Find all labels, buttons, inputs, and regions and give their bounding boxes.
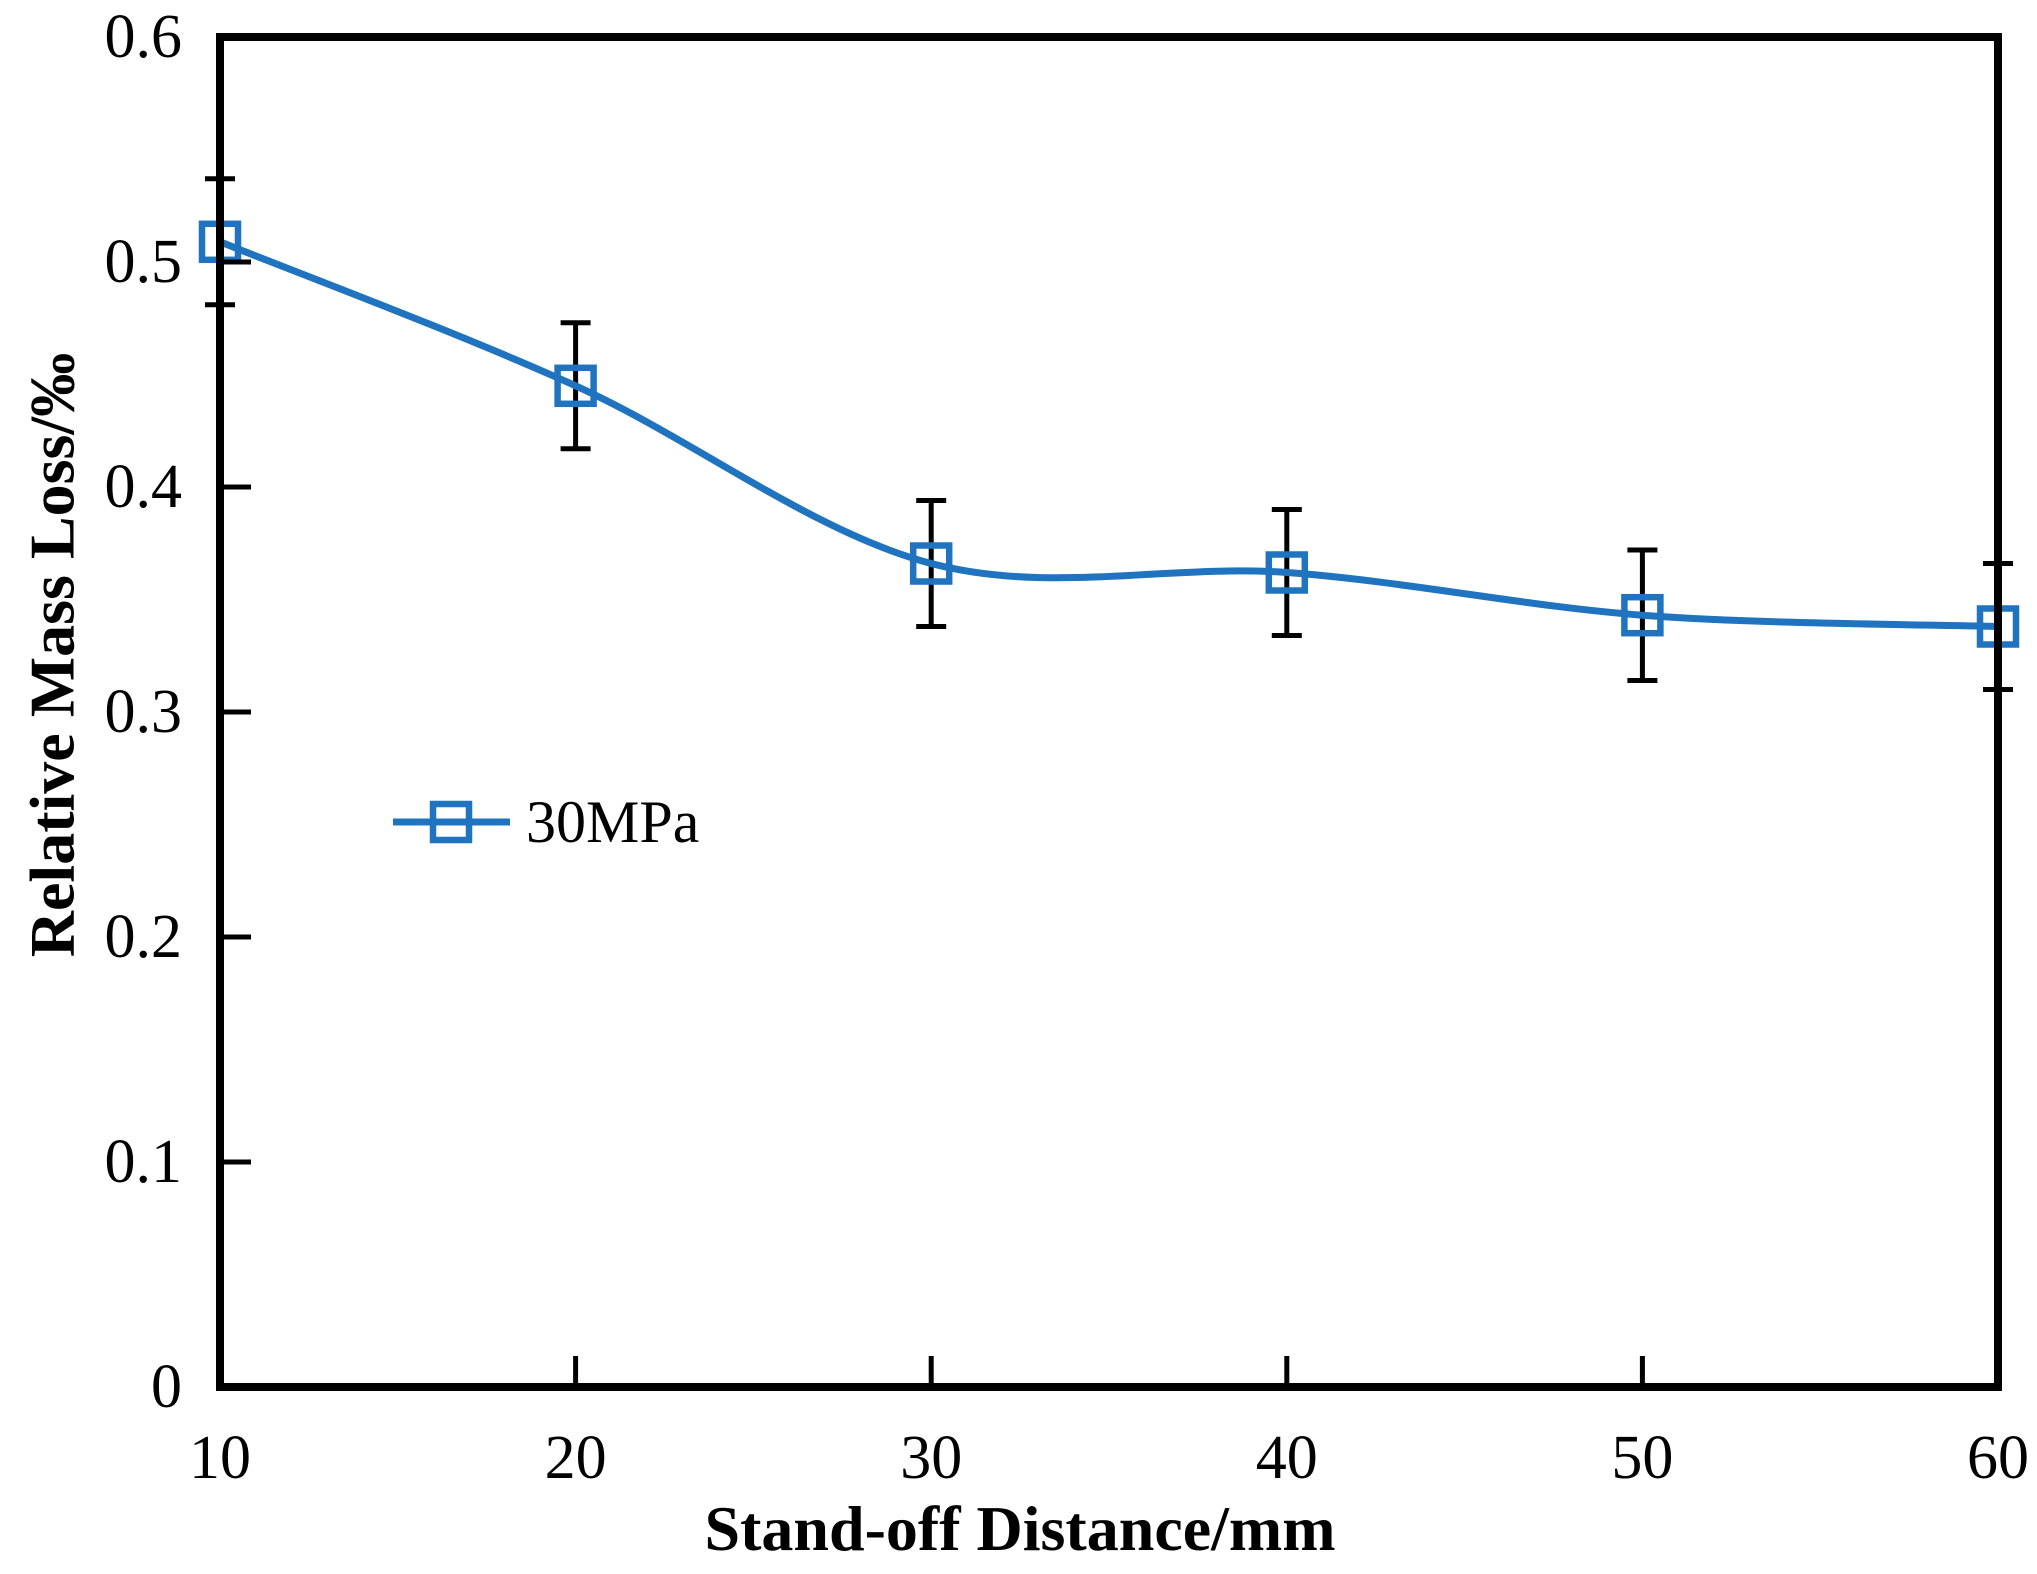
x-axis-tick-label: 20 xyxy=(545,1424,607,1492)
data-point-marker xyxy=(909,542,953,585)
x-axis-tick-label: 50 xyxy=(1611,1424,1673,1492)
x-axis-tick-label: 10 xyxy=(189,1424,251,1492)
y-axis-tick-label: 0.5 xyxy=(105,228,183,296)
y-axis-tick-label: 0.1 xyxy=(105,1128,183,1196)
x-axis-title: Stand-off Distance/mm xyxy=(704,1493,1335,1564)
x-axis-tick-label: 30 xyxy=(900,1424,962,1492)
legend-marker-sample xyxy=(429,800,473,844)
x-axis-tick-label: 40 xyxy=(1256,1424,1318,1492)
y-axis-tick-label: 0 xyxy=(151,1353,182,1421)
ticks-group xyxy=(223,259,1645,1384)
y-axis-title: Relative Mass Loss/‰ xyxy=(17,353,88,957)
x-axis-tick-label: 60 xyxy=(1967,1424,2029,1492)
legend-label: 30MPa xyxy=(526,789,699,855)
legend: 30MPa xyxy=(393,789,699,855)
series-markers-group xyxy=(198,220,2020,648)
y-axis-tick-label: 0.3 xyxy=(105,678,183,746)
data-point-marker xyxy=(1621,593,1664,637)
y-axis-tick-label: 0.6 xyxy=(105,3,183,71)
data-point-marker xyxy=(1265,551,1309,594)
series-line xyxy=(218,238,1999,630)
y-axis-tick-label: 0.4 xyxy=(105,453,183,521)
axes-frame xyxy=(216,33,2002,1391)
error-bars-group xyxy=(205,176,2013,692)
y-axis-tick-label: 0.2 xyxy=(105,903,183,971)
data-point-marker xyxy=(554,364,597,408)
